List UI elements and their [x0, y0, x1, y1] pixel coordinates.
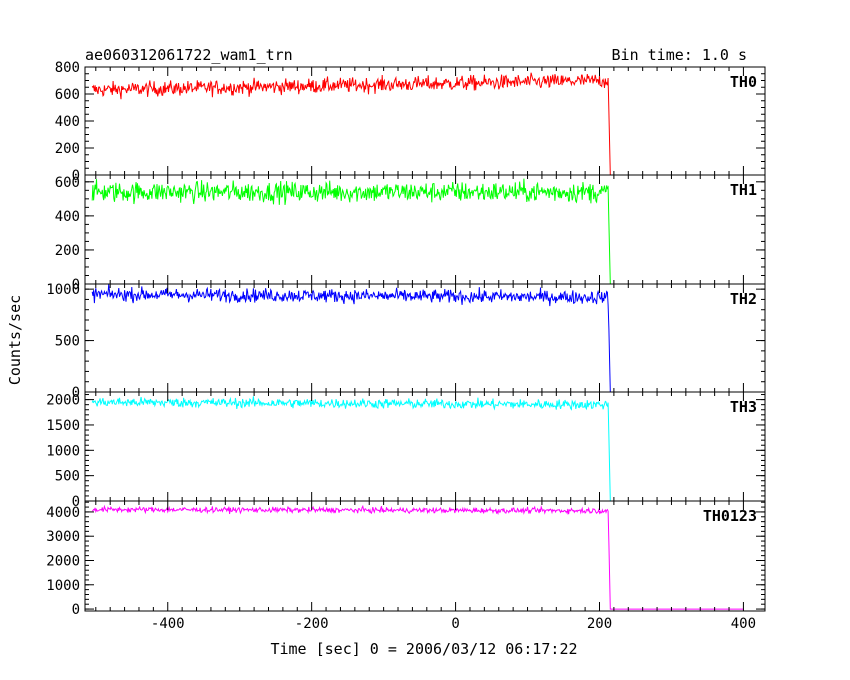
series-line-th0	[91, 72, 744, 176]
panels-group: TH0 0 200 400 600 800 TH1 0 200 400 600 TH2 0 500 1000…	[46, 60, 766, 618]
series-line-th3	[91, 396, 744, 502]
chart-title: ae060312061722_wam1_trn	[85, 46, 293, 64]
x-axis-label: Time [sec] 0 = 2006/03/12 06:17:22	[270, 640, 577, 658]
y-tick-label: 200	[55, 141, 80, 157]
panel-th1: TH1 0 200 400 600	[55, 174, 766, 293]
y-tick-label: 0	[72, 494, 80, 510]
y-tick-label: 1500	[46, 418, 80, 434]
y-tick-label: 0	[72, 277, 80, 293]
y-tick-label: 400	[55, 209, 80, 225]
y-tick-label: 500	[55, 469, 80, 485]
panel-th0: TH0 0 200 400 600 800	[55, 60, 766, 184]
y-tick-label: 500	[55, 334, 80, 350]
y-tick-label: 3000	[46, 529, 80, 545]
panel-th2: TH2 0 500 1000	[46, 282, 766, 401]
x-tick-label: 0	[451, 616, 459, 632]
y-tick-label: 0	[72, 602, 80, 618]
panel-frame-th0123	[84, 500, 766, 612]
y-axis-label: Counts/sec	[6, 295, 24, 385]
y-tick-label: 400	[55, 114, 80, 130]
panel-label-th0: TH0	[730, 73, 757, 91]
chart-subtitle: Bin time: 1.0 s	[612, 46, 747, 64]
y-tick-label: 4000	[46, 505, 80, 521]
y-tick-label: 200	[55, 243, 80, 259]
panel-frame-th2	[84, 283, 766, 393]
y-tick-label: 1000	[46, 443, 80, 459]
panel-label-th3: TH3	[730, 398, 757, 416]
y-tick-label: 600	[55, 175, 80, 191]
x-tick-label: 200	[587, 616, 612, 632]
series-line-th0123	[91, 504, 744, 610]
panel-th3: TH3 0 500 1000 1500 2000	[46, 391, 766, 510]
y-tick-label: 1000	[46, 578, 80, 594]
panel-label-th1: TH1	[730, 181, 757, 199]
panel-label-th0123: TH0123	[703, 507, 757, 525]
panel-label-th2: TH2	[730, 290, 757, 308]
y-tick-label: 0	[72, 385, 80, 401]
series-line-th1	[91, 178, 744, 285]
panel-frame-th0	[84, 66, 766, 176]
x-tick-label: 400	[731, 616, 756, 632]
y-tick-label: 800	[55, 60, 80, 76]
y-tick-label: 0	[72, 168, 80, 184]
panel-th0123: TH0123 0 1000 2000 3000 4000	[46, 500, 766, 618]
x-axis: -400 -200 0 200 400	[151, 616, 756, 632]
x-tick-label: -400	[151, 616, 185, 632]
y-tick-label: 600	[55, 87, 80, 103]
series-line-th2	[91, 284, 744, 393]
y-tick-label: 1000	[46, 282, 80, 298]
x-tick-label: -200	[295, 616, 329, 632]
y-tick-label: 2000	[46, 393, 80, 409]
y-tick-label: 2000	[46, 553, 80, 569]
panel-frame-th3	[84, 391, 766, 502]
